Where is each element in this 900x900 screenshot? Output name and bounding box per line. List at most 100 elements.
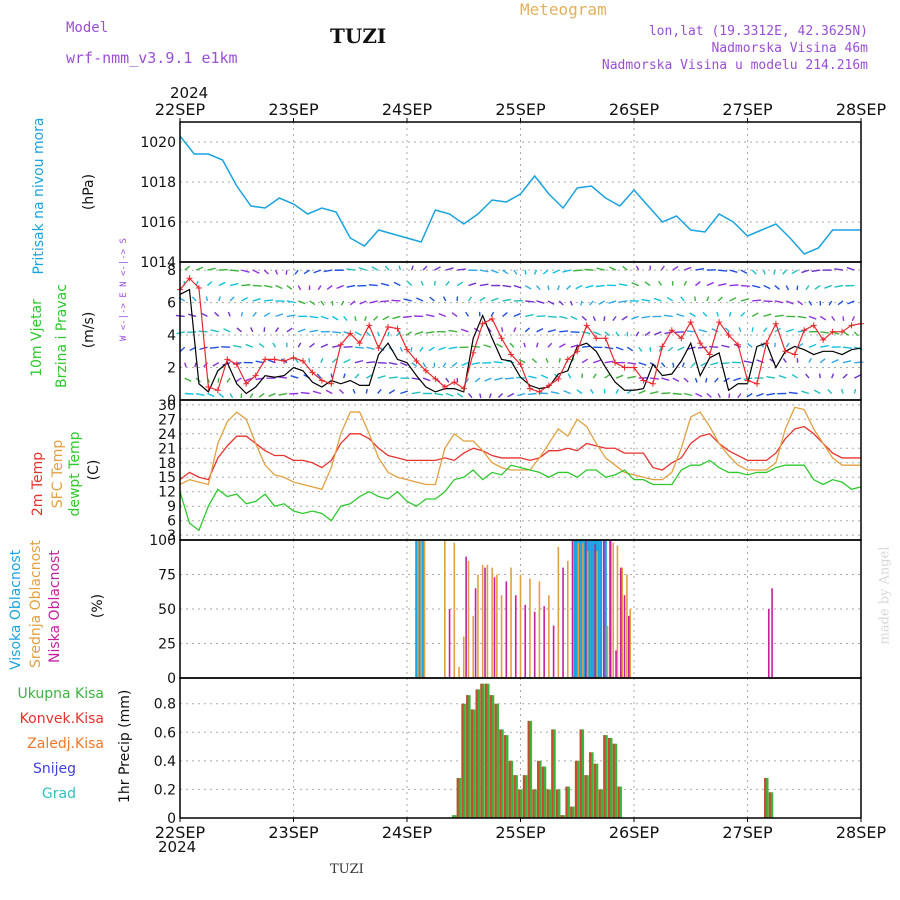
y-tick-label: 0.8	[154, 697, 176, 713]
wind-arrow	[451, 312, 458, 317]
wind-gust-point	[385, 323, 392, 330]
wind-arrow	[547, 285, 550, 291]
wind-arrow	[433, 280, 436, 286]
precip-total-bar	[593, 763, 599, 818]
wind-gust-point	[195, 284, 202, 291]
wind-arrow	[842, 373, 848, 379]
wind-arrow	[286, 327, 293, 333]
wind-arrow	[405, 331, 413, 336]
wind-arrow	[229, 282, 239, 287]
wind-arrow	[751, 327, 754, 332]
wind-arrow	[746, 392, 753, 398]
precip-total-bar	[494, 703, 499, 818]
wind-arrow	[467, 393, 473, 399]
wind-arrow	[740, 284, 750, 287]
wind-arrow	[309, 315, 319, 319]
wind-arrow	[465, 377, 470, 383]
wind-arrow	[756, 392, 764, 397]
precip-total-bar	[485, 683, 490, 818]
wind-arrow	[808, 357, 812, 363]
wind-arrow	[274, 269, 279, 275]
wind-arrow	[501, 327, 504, 332]
y-tick-label: 50	[158, 602, 176, 618]
wind-arrow	[618, 283, 628, 287]
wind-arrow	[285, 270, 288, 275]
precip-conv-bar	[527, 720, 530, 818]
wind-arrow	[774, 314, 784, 318]
wind-arrow	[524, 327, 531, 333]
wind-arrow	[702, 311, 708, 317]
wind-arrow	[325, 389, 333, 395]
legend-frz-rain: Zaledj.Kisa	[27, 736, 104, 752]
wind-arrow	[422, 265, 428, 271]
precip-conv-bar	[612, 743, 615, 818]
wind-gust-point	[829, 328, 836, 335]
wind-arrow	[654, 331, 662, 336]
wind-gust-point	[735, 341, 742, 348]
wind-arrow	[488, 393, 492, 399]
wind-arrow	[575, 284, 583, 290]
wind-arrow	[841, 388, 844, 394]
wind-arrow	[641, 315, 651, 319]
wind-arrow	[513, 312, 521, 318]
legend-conv-rain: Konvek.Kisa	[19, 711, 104, 727]
legend-graupel: Grad	[41, 786, 76, 802]
wind-arrow	[460, 328, 469, 333]
wind-arrow	[721, 344, 730, 348]
wind-arrow	[661, 377, 670, 381]
precip-total-bar	[532, 789, 537, 818]
wind-arrow	[728, 311, 732, 317]
precip-conv-bar	[565, 786, 568, 818]
wind-arrow	[320, 357, 324, 363]
wind-arrow	[278, 376, 287, 379]
wind-arrow	[509, 342, 515, 348]
precip-total-bar	[470, 709, 476, 818]
panel-frame	[179, 261, 862, 401]
wind-arrow	[365, 388, 368, 394]
y-tick-label: 27	[158, 412, 176, 428]
wind-arrow	[411, 391, 421, 395]
wind-arrow	[490, 269, 499, 274]
wind-arrow	[618, 300, 628, 303]
wind-arrow	[342, 373, 346, 379]
wind-gust-point	[706, 351, 713, 358]
wind-arrow	[205, 296, 209, 302]
wind-arrow	[290, 375, 299, 379]
y-tick-label: 0	[167, 671, 176, 687]
wind-arrow	[456, 392, 464, 398]
wind-gust-point	[366, 322, 373, 329]
wind-arrow	[788, 391, 798, 395]
wind-arrow	[819, 358, 826, 364]
wind-gust-point	[555, 375, 562, 382]
wind-arrow	[558, 300, 564, 306]
wind-gust-point	[356, 340, 363, 347]
wind-arrow	[778, 374, 787, 379]
wind-arrow	[631, 315, 639, 320]
wind-arrow	[728, 393, 731, 399]
wind-arrow	[763, 327, 768, 333]
wind-arrow	[660, 362, 666, 368]
wind-arrow	[245, 343, 254, 348]
precip-conv-bar	[466, 695, 469, 818]
wind-gust-point	[564, 356, 571, 363]
legend-snow: Snijeg	[32, 761, 76, 777]
wind-arrow	[540, 374, 549, 379]
wind-arrow	[465, 311, 470, 317]
precip-total-bar	[513, 775, 518, 818]
wind-gust-point	[262, 356, 269, 363]
wind-arrow	[570, 315, 578, 321]
wind-arrow	[592, 316, 597, 322]
precip-conv-bar	[579, 729, 582, 818]
wind-gust-point	[290, 354, 297, 361]
wind-arrow	[331, 315, 339, 321]
wind-arrow	[683, 266, 692, 271]
wind-arrow	[627, 361, 637, 365]
wind-arrow	[297, 285, 302, 291]
wind-gust-point	[479, 320, 486, 327]
wind-arrow	[717, 393, 721, 399]
precip-conv-bar	[518, 789, 521, 818]
wind-arrow	[694, 377, 698, 383]
y-tick-label: 1014	[140, 255, 176, 271]
precip-total-bar	[603, 735, 608, 818]
wind-arrow	[184, 265, 191, 271]
